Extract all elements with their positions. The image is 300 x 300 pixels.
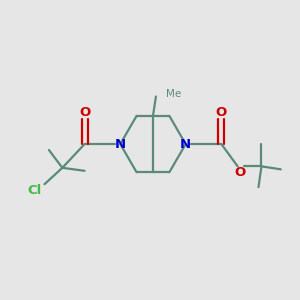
Text: O: O (216, 106, 227, 119)
Text: N: N (115, 138, 126, 151)
Text: O: O (79, 106, 90, 119)
Text: O: O (234, 167, 245, 179)
Text: Cl: Cl (28, 184, 42, 196)
Text: N: N (180, 138, 191, 151)
Text: Me: Me (166, 88, 182, 98)
